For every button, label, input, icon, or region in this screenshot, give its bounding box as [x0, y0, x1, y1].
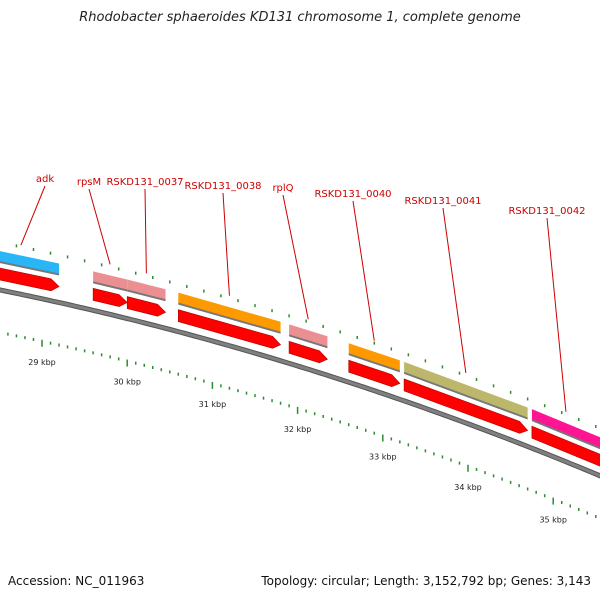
gene-block-shadow: [127, 289, 166, 302]
gene-leader-line: [546, 217, 567, 412]
cds-arrow: [126, 296, 167, 317]
map-title: Rhodobacter sphaeroides KD131 chromosome…: [79, 10, 521, 25]
gene-label-layer: adk rpsM RSKD131_0037 RSKD131_0038 rplQ RSKD1…: [20, 174, 586, 412]
gene-block: [127, 279, 166, 301]
gene-block-shadow: [404, 371, 528, 420]
ruler-label: 31 kbp: [199, 400, 227, 409]
cds-arrow: [288, 340, 328, 364]
gene-block-shadow: [531, 419, 600, 450]
gene-leader-line: [222, 192, 230, 296]
gene-block: [0, 251, 60, 275]
gene-block-shadow: [289, 334, 328, 349]
backbone-line: [0, 288, 600, 478]
gene-label: RSKD131_0040: [314, 189, 391, 200]
gene-label: rpsM: [77, 177, 101, 188]
gene-block: [404, 361, 528, 419]
gene-leader-line: [20, 185, 46, 246]
gene-block: [93, 271, 128, 291]
backbone-shadow: [0, 287, 600, 479]
outer-tick-track: [15, 244, 597, 429]
gene-block: [289, 324, 328, 348]
ruler-label: 32 kbp: [284, 425, 312, 434]
gene-label: RSKD131_0042: [508, 206, 585, 217]
cds-arrow: [178, 309, 282, 349]
gene-leader-line: [442, 207, 467, 374]
gene-track: [0, 251, 600, 450]
gene-leader-line: [88, 188, 111, 265]
gene-block-shadow: [0, 261, 60, 276]
gene-block-shadow: [348, 353, 400, 373]
cds-arrow: [348, 359, 401, 387]
ruler-tick-track: [7, 332, 597, 519]
gene-label: RSKD131_0041: [404, 196, 481, 207]
gene-label: RSKD131_0038: [184, 181, 261, 192]
gene-block: [348, 343, 400, 372]
ruler-label: 30 kbp: [113, 378, 141, 387]
accession-text: Accession: NC_011963: [8, 574, 145, 588]
ruler-label: 33 kbp: [369, 453, 397, 462]
ruler-label-layer: 29 kbp 30 kbp 31 kbp 32 kbp 33 kbp 34 kbp 35 k…: [28, 358, 567, 525]
gene-label: RSKD131_0037: [106, 177, 183, 188]
cds-arrow: [0, 267, 60, 292]
gene-leader-line: [282, 194, 309, 320]
gene-block: [531, 409, 600, 449]
ruler-label: 35 kbp: [539, 516, 567, 525]
topology-text: Topology: circular; Length: 3,152,792 bp…: [261, 574, 591, 588]
cds-arrow: [531, 425, 600, 467]
ruler-label: 34 kbp: [454, 483, 482, 492]
gene-leader-line: [352, 200, 375, 341]
gene-block-shadow: [178, 302, 281, 334]
gene-label: adk: [36, 174, 54, 185]
gene-label: rplQ: [272, 183, 293, 194]
gene-block-shadow: [93, 281, 128, 292]
ruler-label: 29 kbp: [28, 358, 56, 367]
cds-arrow: [403, 378, 529, 434]
cds-arrow-track: [0, 267, 600, 467]
chromosome-backbone: [0, 287, 600, 479]
gene-block: [178, 292, 281, 333]
cds-arrow: [92, 287, 128, 307]
gene-leader-line: [144, 188, 147, 274]
